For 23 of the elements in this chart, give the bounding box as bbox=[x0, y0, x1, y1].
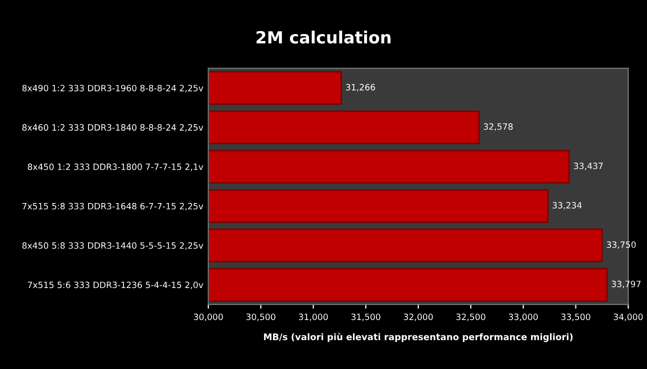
y-tick-label: 7x515 5:6 333 DDR3-1236 5-4-4-15 2,0v bbox=[28, 282, 204, 290]
x-tick-label: 31,500 bbox=[351, 314, 380, 321]
x-tick-label: 32,000 bbox=[404, 314, 433, 321]
chart-title: 2M calculation bbox=[256, 30, 390, 44]
x-tick-label: 33,000 bbox=[508, 314, 538, 321]
x-tick-label: 34,000 bbox=[614, 314, 643, 321]
y-tick-label: 8x450 1:2 333 DDR3-1800 7-7-7-15 2,1v bbox=[28, 164, 204, 171]
x-tick-label: 32,500 bbox=[456, 314, 486, 321]
x-axis-title: MB/s (valori più elevati rappresentano performance migliori) bbox=[264, 332, 573, 342]
data-label: 33,750 bbox=[606, 241, 636, 249]
data-label: 33,234 bbox=[552, 202, 582, 210]
y-tick-label: 7x515 5:8 333 DDR3-1648 6-7-7-15 2,25v bbox=[22, 202, 204, 210]
data-label: 31,266 bbox=[346, 84, 376, 92]
data-label: 32,578 bbox=[484, 123, 513, 131]
y-tick-label: 8x490 1:2 333 DDR3-1960 8-8-8-24 2,25v bbox=[22, 84, 204, 92]
y-tick-label: 8x460 1:2 333 DDR3-1840 8-8-8-24 2,25v bbox=[22, 124, 204, 132]
x-tick-label: 31,000 bbox=[298, 314, 328, 321]
x-tick-label: 30,500 bbox=[246, 314, 276, 321]
y-tick-label: 8x450 5:8 333 DDR3-1440 5-5-5-15 2,25v bbox=[22, 242, 204, 250]
x-tick-label: 30,000 bbox=[194, 314, 223, 321]
x-tick-label: 33,500 bbox=[561, 314, 590, 321]
data-label: 33,437 bbox=[574, 162, 603, 170]
data-label: 33,797 bbox=[612, 280, 641, 288]
